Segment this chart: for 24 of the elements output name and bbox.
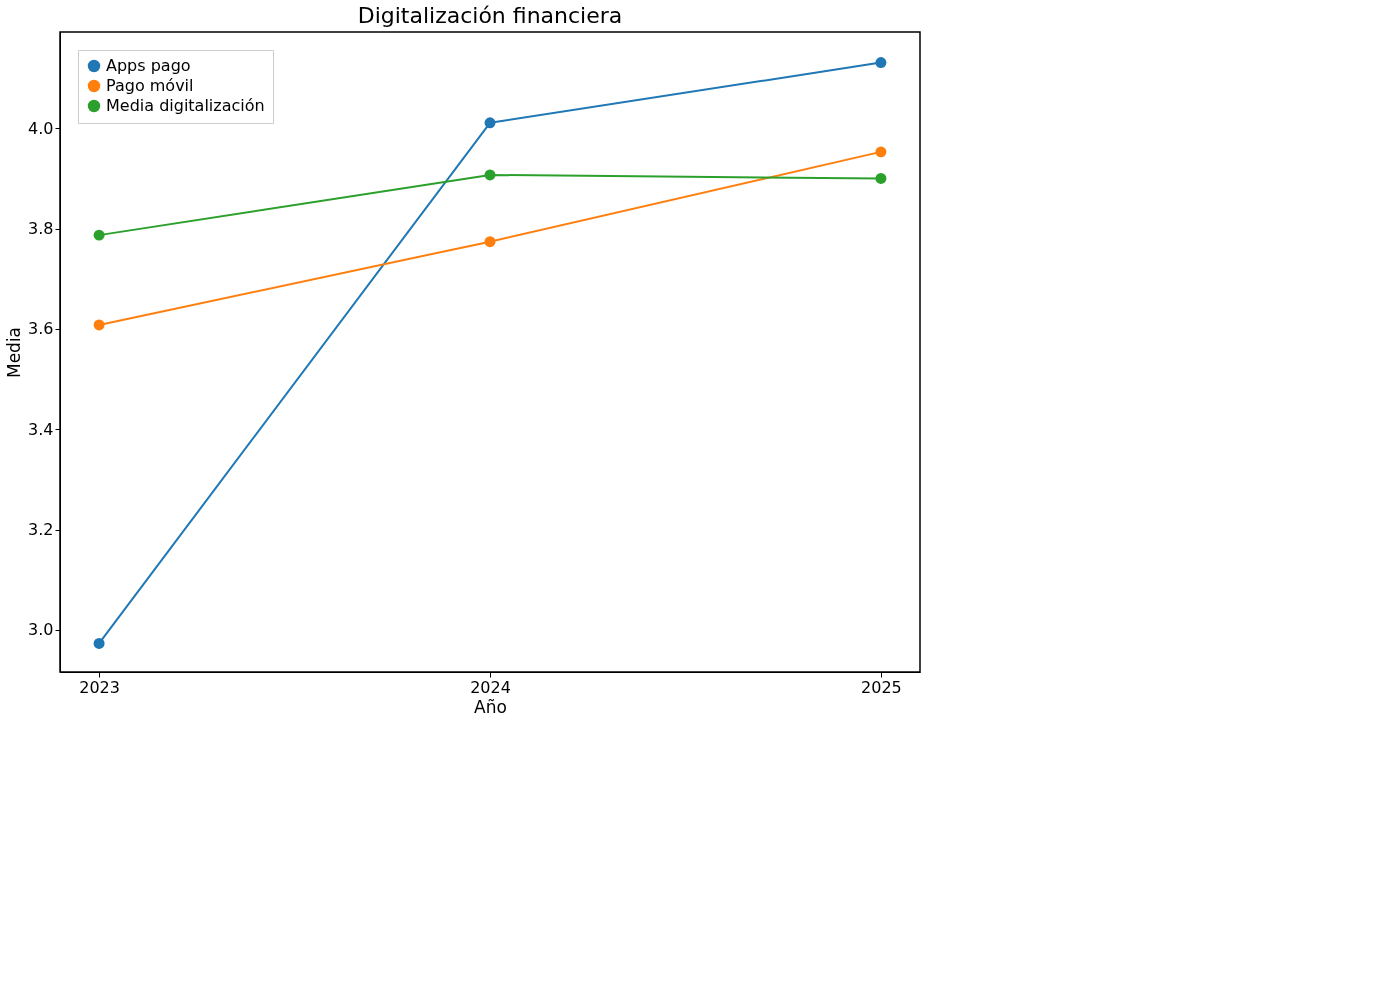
point [93, 319, 105, 331]
y-tick-label: 3.0 [28, 620, 54, 640]
point [875, 172, 887, 184]
point [484, 169, 496, 181]
point [484, 236, 496, 248]
y-axis-title: Media [4, 326, 25, 379]
x-axis-title: Año [474, 696, 507, 717]
point [484, 117, 496, 129]
point [875, 57, 887, 69]
x-tick-label: 2023 [79, 677, 120, 697]
y-tick-label: 4.0 [28, 118, 54, 138]
point [93, 637, 105, 649]
point [875, 146, 887, 158]
y-tick-label: 3.8 [28, 219, 54, 239]
y-tick-label: 3.2 [28, 520, 54, 540]
x-tick-label: 2025 [861, 677, 902, 697]
legend-label: Media digitalización [106, 96, 265, 115]
legend-label: Pago móvil [106, 76, 194, 95]
chart-title: Digitalización financiera [357, 3, 623, 28]
legend-label: Apps pago [106, 56, 191, 75]
y-tick-label: 3.6 [28, 319, 54, 339]
y-tick-label: 3.4 [28, 419, 54, 439]
point [93, 229, 105, 241]
x-tick-label: 2024 [470, 677, 511, 697]
